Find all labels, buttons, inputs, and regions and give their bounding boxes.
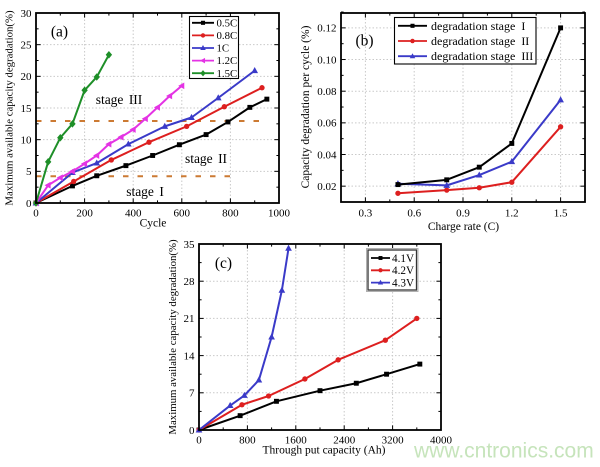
svg-text:20: 20 [21,71,33,83]
svg-text:21: 21 [184,313,195,325]
svg-text:3200: 3200 [382,435,405,447]
svg-text:7: 7 [189,388,195,400]
svg-text:5: 5 [26,166,32,178]
svg-text:0.10: 0.10 [317,54,337,66]
svg-text:Capacity degradation per cycle: Capacity degradation per cycle (%) [300,25,312,188]
svg-text:2400: 2400 [333,435,356,447]
svg-text:1.5: 1.5 [554,208,568,220]
svg-text:4000: 4000 [430,435,453,447]
svg-text:(c): (c) [215,255,232,272]
svg-text:0.04: 0.04 [317,149,337,161]
svg-text:stage II: stage II [185,151,228,166]
svg-text:14: 14 [184,350,196,362]
svg-text:0.02: 0.02 [317,181,336,193]
svg-text:stage I: stage I [126,184,164,199]
svg-text:degradation stage II: degradation stage II [431,34,529,48]
svg-text:0.5C: 0.5C [217,17,238,29]
svg-text:degradation stage I: degradation stage I [431,19,525,33]
svg-text:1C: 1C [217,43,230,55]
svg-text:200: 200 [76,208,93,220]
svg-text:www.cntronics.com: www.cntronics.com [413,440,594,463]
svg-text:1.5C: 1.5C [217,68,238,80]
svg-text:0.12: 0.12 [317,23,336,35]
svg-text:25: 25 [21,39,33,51]
svg-text:30: 30 [21,8,33,20]
svg-text:4.2V: 4.2V [392,265,414,277]
svg-text:Cycle: Cycle [140,218,167,230]
svg-text:800: 800 [239,435,256,447]
svg-text:0.06: 0.06 [317,118,337,130]
svg-text:800: 800 [222,208,239,220]
svg-text:0: 0 [196,435,202,447]
svg-text:Maximum available capacity deg: Maximum available capacity degradation(%… [167,239,179,435]
svg-text:Maximum available capacity deg: Maximum available capacity degradation(%… [4,10,16,206]
svg-text:28: 28 [184,276,196,288]
svg-text:0.9: 0.9 [456,208,470,220]
svg-text:1000: 1000 [268,208,291,220]
svg-text:0: 0 [33,208,39,220]
svg-text:0.08: 0.08 [317,86,337,98]
svg-text:4.3V: 4.3V [392,277,414,289]
svg-text:600: 600 [174,208,191,220]
svg-text:(a): (a) [51,24,68,41]
svg-text:1.2C: 1.2C [217,55,238,67]
svg-text:Charge rate (C): Charge rate (C) [428,221,499,233]
svg-text:Through put capacity (Ah): Through put capacity (Ah) [263,445,386,457]
svg-text:10: 10 [21,134,33,146]
svg-text:400: 400 [125,208,142,220]
svg-text:1.2: 1.2 [505,208,519,220]
svg-text:1600: 1600 [285,435,308,447]
svg-text:0: 0 [26,198,32,210]
svg-text:(b): (b) [355,33,373,50]
svg-text:4.1V: 4.1V [392,253,414,265]
svg-text:0.6: 0.6 [407,208,421,220]
svg-text:0.3: 0.3 [359,208,373,220]
svg-text:35: 35 [184,239,196,251]
svg-text:0.8C: 0.8C [217,30,238,42]
svg-text:stage III: stage III [96,92,143,107]
svg-text:0: 0 [189,425,195,437]
svg-text:15: 15 [21,103,33,115]
svg-text:degradation stage III: degradation stage III [431,49,533,63]
